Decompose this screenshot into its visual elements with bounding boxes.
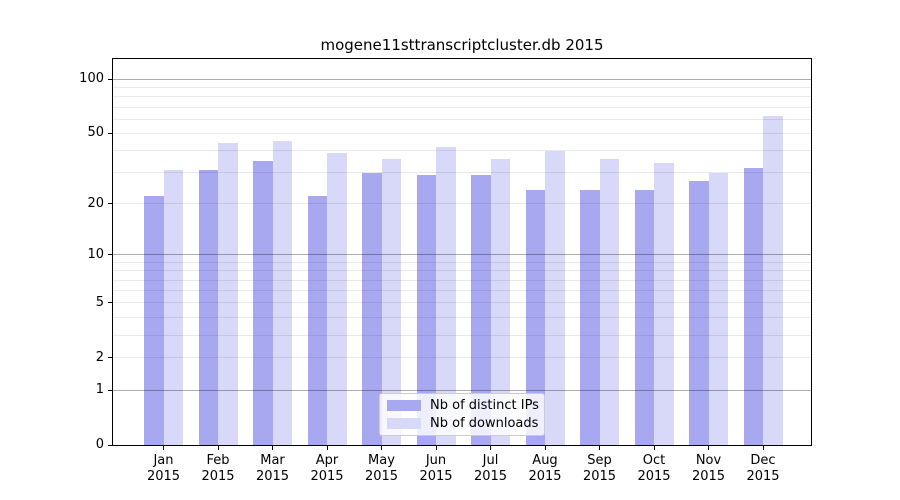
x-tick-label: Apr 2015 [310,453,344,484]
bar-distinct-ips [471,175,491,445]
x-axis-tick [762,446,764,450]
bar-distinct-ips [634,189,654,445]
bar-distinct-ips [743,167,763,445]
gridline [113,172,811,174]
bar-distinct-ips [198,170,218,445]
y-axis-tick [108,254,112,256]
y-axis-tick [108,203,112,205]
bar-downloads [327,152,347,445]
plot-area [112,58,812,446]
gridline [113,106,811,108]
bar-downloads [163,170,183,445]
legend-swatch-distinct-ips-icon [387,400,421,412]
x-tick-label: Sep 2015 [582,453,617,484]
gridline [113,150,811,151]
bar-downloads [763,116,783,445]
gridline [113,270,811,272]
x-axis-tick [490,446,491,450]
y-tick-label: 20 [87,195,104,211]
gridline [113,334,811,336]
gridline [113,254,811,256]
y-axis-tick [108,389,112,391]
y-axis-tick [108,132,112,134]
x-tick-label: Mar 2015 [255,453,290,484]
legend-label-distinct-ips: Nb of distinct IPs [430,398,539,414]
x-axis-tick [708,446,709,450]
gridline [113,86,811,88]
gridline [113,118,811,120]
x-tick-label: Aug 2015 [528,453,562,484]
x-axis-tick [653,446,655,450]
legend: Nb of distinct IPs Nb of downloads [379,393,545,436]
gridline [113,302,811,304]
bar-distinct-ips [307,196,327,445]
bar-downloads [545,150,565,445]
y-tick-label: 0 [95,437,104,452]
gridline [113,96,811,97]
x-axis-tick [381,446,382,450]
legend-entry-distinct-ips: Nb of distinct IPs [387,398,539,414]
y-tick-label: 10 [87,246,104,262]
legend-swatch-downloads-icon [387,417,421,429]
gridline [113,316,811,318]
y-axis-tick [108,357,112,359]
gridline [113,389,811,391]
bar-downloads [436,146,456,445]
bar-downloads [272,141,292,445]
bar-downloads [599,158,619,445]
y-axis-tick [108,302,112,304]
x-tick-label: Jan 2015 [146,453,181,484]
y-tick-label: 50 [87,125,104,141]
bar-distinct-ips [689,180,709,445]
x-axis-tick [217,446,219,450]
bar-distinct-ips [253,160,273,445]
x-axis-tick [163,446,164,450]
gridline [113,203,811,205]
x-axis-tick [326,446,328,450]
x-tick-label: Nov 2015 [691,453,726,484]
x-tick-label: Dec 2015 [746,453,780,484]
legend-label-downloads: Nb of downloads [430,415,539,431]
gridline [113,357,811,359]
x-tick-label: Oct 2015 [637,453,671,484]
gridline [113,290,811,292]
x-tick-label: Jun 2015 [419,453,453,484]
bar-downloads [708,172,728,445]
x-axis-tick [272,446,273,450]
y-tick-label: 1 [95,382,104,397]
gridline [113,279,811,281]
bar-distinct-ips [525,189,545,445]
gridline [113,261,811,263]
x-axis-tick [599,446,600,450]
bar-downloads [218,143,238,445]
y-tick-label: 2 [95,349,104,365]
gridline [113,132,811,134]
bar-downloads [490,158,510,445]
bar-distinct-ips [580,189,600,445]
x-axis-tick [544,446,546,450]
legend-entry-downloads: Nb of downloads [387,415,539,431]
y-axis-tick [108,444,112,446]
y-tick-label: 100 [79,71,104,86]
y-axis-tick [108,78,112,80]
gridline [113,78,811,80]
x-axis-tick [435,446,437,450]
chart-title: mogene11sttranscriptcluster.db 2015 [320,36,604,54]
bar-distinct-ips [362,172,382,445]
x-tick-label: Jul 2015 [473,453,508,484]
bar-distinct-ips [416,175,436,445]
x-tick-label: May 2015 [364,453,399,484]
bar-distinct-ips [144,196,164,445]
bar-downloads [654,163,674,445]
bar-downloads [381,158,401,445]
y-tick-label: 5 [95,294,104,310]
x-tick-label: Feb 2015 [201,453,235,484]
